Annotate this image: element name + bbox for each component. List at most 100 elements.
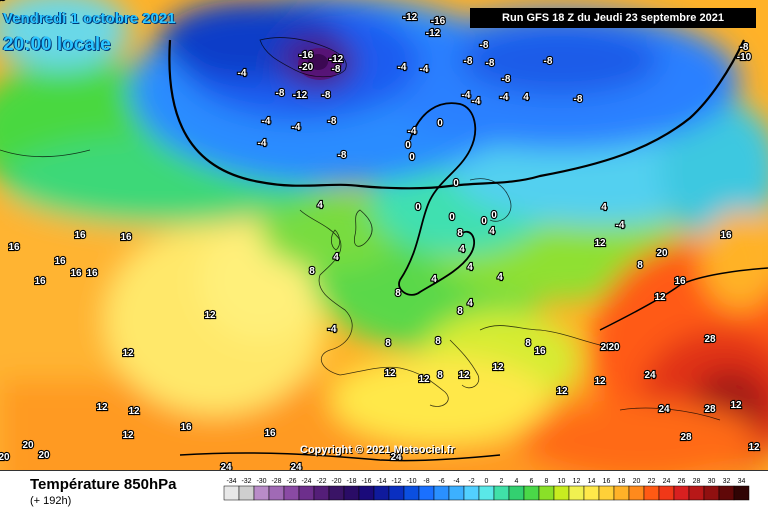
scale-swatch xyxy=(568,485,585,501)
scale-label: -12 xyxy=(391,478,401,485)
temperature-value-label: -12 xyxy=(403,12,418,23)
scale-swatch xyxy=(238,485,255,501)
temperature-value-label: -4 xyxy=(500,92,509,103)
temperature-value-label: 16 xyxy=(8,242,20,253)
temperature-value-label: -8 xyxy=(328,116,337,127)
scale-swatch xyxy=(268,485,285,501)
temperature-value-label: -12 xyxy=(329,54,344,65)
temperature-value-label: 16 xyxy=(720,230,732,241)
temperature-value-label: -8 xyxy=(544,56,553,67)
temperature-value-label: 12 xyxy=(128,406,140,417)
scale-label: -14 xyxy=(376,478,386,485)
temperature-value-label: 8 xyxy=(457,306,463,317)
temperature-value-label: 8 xyxy=(435,336,441,347)
temperature-value-label: 16 xyxy=(534,346,546,357)
scale-label: 24 xyxy=(663,478,671,485)
temperature-value-label: 24 xyxy=(644,370,656,381)
temperature-value-label: 28 xyxy=(704,404,716,415)
temperature-value-label: -8 xyxy=(322,90,331,101)
scale-label: 2 xyxy=(500,478,504,485)
scale-swatch xyxy=(433,485,450,501)
temperature-value-label: 4 xyxy=(489,226,495,237)
scale-swatch xyxy=(403,485,420,501)
scale-swatch xyxy=(598,485,615,501)
temperature-value-labels: -12 -16-12-16-20-12-8-8 -8-4-12-4-4-4-8-8-… xyxy=(0,0,761,470)
temperature-value-label: 12 xyxy=(492,362,504,373)
temperature-value-label: -8 xyxy=(740,42,749,53)
scale-swatch xyxy=(673,485,690,501)
temperature-value-label: 0 xyxy=(481,216,487,227)
scale-swatch xyxy=(463,485,480,501)
coastlines xyxy=(0,37,721,421)
scale-swatch xyxy=(478,485,495,501)
temperature-value-label: 8 xyxy=(525,338,531,349)
run-info-banner: Run GFS 18 Z du Jeudi 23 septembre 2021 xyxy=(470,8,756,28)
scale-label: -18 xyxy=(346,478,356,485)
temperature-value-label: 4 xyxy=(523,92,529,103)
temperature-value-label: 20 xyxy=(608,342,620,353)
temperature-value-label: -4 xyxy=(328,324,337,335)
scale-label: 12 xyxy=(573,478,581,485)
scale-swatch xyxy=(343,485,360,501)
temperature-value-label: 24 xyxy=(220,462,232,470)
temperature-value-label: -4 xyxy=(472,96,481,107)
scale-label: -16 xyxy=(361,478,371,485)
temperature-value-label: 8 xyxy=(385,338,391,349)
temperature-value-label: 16 xyxy=(54,256,66,267)
scale-swatch xyxy=(718,485,735,501)
temperature-value-label: -8 xyxy=(502,74,511,85)
scale-label: -26 xyxy=(286,478,296,485)
scale-swatch xyxy=(508,485,525,501)
temperature-value-label: 20 xyxy=(22,440,34,451)
temperature-value-label: 12 xyxy=(730,400,742,411)
temperature-value-label: -8 xyxy=(338,150,347,161)
temperature-value-label: 20 xyxy=(0,0,6,3)
variable-title: Température 850hPa xyxy=(30,476,177,493)
scale-label: 18 xyxy=(618,478,626,485)
scale-swatch xyxy=(328,485,345,501)
temperature-value-label: 8 xyxy=(395,288,401,299)
temperature-value-label: 4 xyxy=(317,200,323,211)
copyright-text: Copyright © 2021 Meteociel.fr xyxy=(300,444,455,456)
forecast-hour: (+ 192h) xyxy=(30,495,72,507)
scale-label: -30 xyxy=(256,478,266,485)
scale-swatch xyxy=(388,485,405,501)
scale-label: 20 xyxy=(633,478,641,485)
temperature-value-label: 16 xyxy=(74,230,86,241)
scale-swatch xyxy=(448,485,465,501)
temperature-value-label: 0 xyxy=(409,152,415,163)
temperature-value-label: -12 xyxy=(293,90,308,101)
scale-label: 16 xyxy=(603,478,611,485)
temperature-value-label: 12 xyxy=(556,386,568,397)
scale-label: 30 xyxy=(708,478,716,485)
scale-swatch xyxy=(298,485,315,501)
temperature-value-label: 16 xyxy=(0,0,6,3)
scale-label: 34 xyxy=(738,478,746,485)
temperature-value-label: 12 xyxy=(384,368,396,379)
scale-label: -6 xyxy=(438,478,444,485)
color-scale-legend: -34 -32 -30 -28 -26 -24 -22 -20 -18 -16 -14 -12 -10-… xyxy=(223,478,750,501)
temperature-value-label: 0 xyxy=(415,202,421,213)
temperature-value-label: 20 xyxy=(38,450,50,461)
temperature-value-label: 12 xyxy=(594,238,606,249)
temperature-field xyxy=(0,0,768,470)
temperature-value-label: 12 xyxy=(458,370,470,381)
temperature-value-label: 20 xyxy=(0,452,10,463)
temperature-value-label: 12 xyxy=(122,430,134,441)
temperature-value-label: -8 xyxy=(480,40,489,51)
temperature-value-label: -16 xyxy=(299,50,314,61)
temperature-value-label: 12 xyxy=(204,310,216,321)
temperature-value-label: 24 xyxy=(390,452,402,463)
scale-label: 28 xyxy=(693,478,701,485)
scale-swatch xyxy=(523,485,540,501)
temperature-value-label: -10 xyxy=(737,52,752,63)
scale-label: -28 xyxy=(271,478,281,485)
temperature-value-label: -8 xyxy=(574,94,583,105)
temperature-value-label: 0 xyxy=(453,178,459,189)
temperature-value-label: -8 xyxy=(332,64,341,75)
scale-swatch xyxy=(493,485,510,501)
scale-label: -22 xyxy=(316,478,326,485)
scale-label: -2 xyxy=(468,478,474,485)
scale-swatch xyxy=(643,485,660,501)
scale-label: -10 xyxy=(406,478,416,485)
